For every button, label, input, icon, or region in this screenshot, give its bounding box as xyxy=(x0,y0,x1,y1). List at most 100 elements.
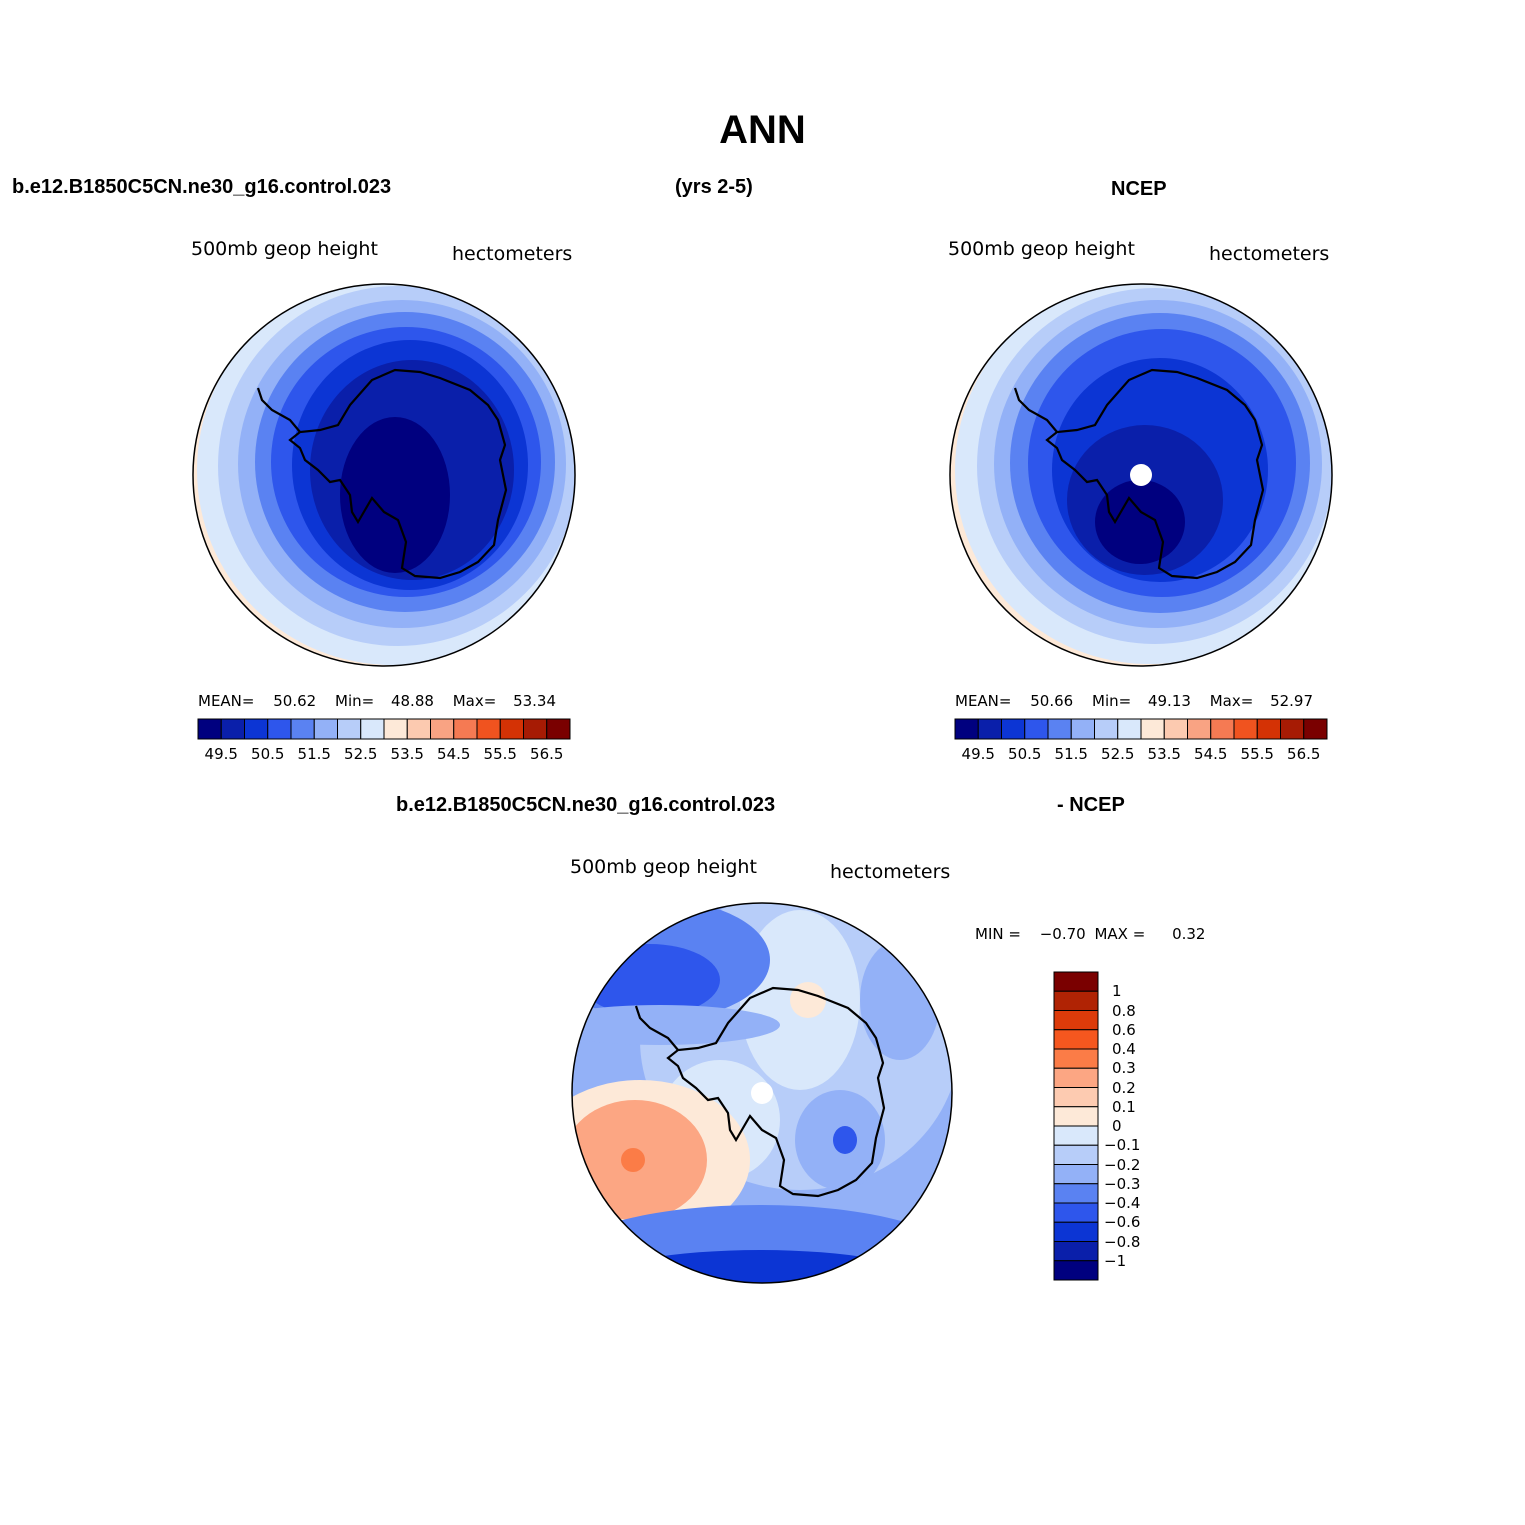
model-colorbar-box xyxy=(523,718,548,740)
diff-colorbar-box xyxy=(1053,1010,1099,1031)
diff-colorbar-box xyxy=(1053,1260,1099,1281)
obs-colorbar-box xyxy=(1047,718,1072,740)
model-mean-label: MEAN= xyxy=(198,692,255,710)
model-colorbar-ticks: 49.5 50.5 51.5 52.5 53.5 54.5 55.5 56.5 xyxy=(198,745,570,765)
obs-min-label: Min= xyxy=(1092,692,1132,710)
diff-colorbar-tick-label: 0.6 xyxy=(1112,1020,1136,1039)
obs-stats: MEAN= 50.66 Min= 49.13 Max= 52.97 xyxy=(955,692,1313,710)
diff-variable-label: 500mb geop height xyxy=(570,856,757,878)
obs-colorbar-ticks: 49.5 50.5 51.5 52.5 53.5 54.5 55.5 56.5 xyxy=(955,745,1327,765)
model-colorbar-box xyxy=(406,718,431,740)
diff-colorbar-tick-label: 0 xyxy=(1112,1117,1122,1135)
obs-colorbar xyxy=(954,718,1328,740)
model-colorbar-box xyxy=(453,718,478,740)
model-colorbar-box xyxy=(337,718,362,740)
obs-colorbar-tick-label: 56.5 xyxy=(1287,745,1321,763)
diff-colorbar-tick-label: −0.1 xyxy=(1104,1136,1141,1155)
obs-name-header: NCEP xyxy=(1111,178,1167,200)
diff-colorbar-box xyxy=(1053,1183,1099,1204)
obs-units-label: hectometers xyxy=(1209,243,1330,265)
model-colorbar-tick-label: 53.5 xyxy=(390,745,424,763)
model-colorbar-box xyxy=(476,718,501,740)
obs-colorbar-box xyxy=(1163,718,1188,740)
model-colorbar-box xyxy=(430,718,455,740)
model-colorbar-box xyxy=(244,718,269,740)
obs-colorbar-box xyxy=(1280,718,1305,740)
obs-colorbar-tick-label: 54.5 xyxy=(1194,745,1228,763)
diff-colorbar-box xyxy=(1053,1087,1099,1108)
obs-colorbar-box xyxy=(1256,718,1281,740)
obs-mean-value: 50.66 xyxy=(1030,692,1074,710)
model-mean-value: 50.62 xyxy=(273,692,317,710)
diff-colorbar-box xyxy=(1053,1048,1099,1069)
diff-colorbar-box xyxy=(1053,1125,1099,1146)
diff-min-label: MIN = xyxy=(975,925,1021,943)
model-colorbar-box xyxy=(360,718,385,740)
obs-colorbar-box xyxy=(1140,718,1165,740)
diff-units-label: hectometers xyxy=(830,861,951,883)
obs-colorbar-box xyxy=(1117,718,1142,740)
diff-colorbar-tick-label: 0.3 xyxy=(1112,1059,1136,1078)
obs-colorbar-box xyxy=(1070,718,1095,740)
model-colorbar-tick-label: 50.5 xyxy=(251,745,285,763)
diff-colorbar-tick-label: 0.8 xyxy=(1112,1001,1136,1020)
obs-colorbar-box xyxy=(954,718,979,740)
diff-colorbar-tick-label: −0.2 xyxy=(1104,1155,1141,1174)
diff-case-header: b.e12.B1850C5CN.ne30_g16.control.023 xyxy=(396,794,776,816)
model-colorbar-box xyxy=(267,718,292,740)
diff-obs-header: - NCEP xyxy=(1057,794,1125,816)
diff-colorbar-box xyxy=(1053,1221,1099,1242)
diff-colorbar-box xyxy=(1053,1202,1099,1223)
model-colorbar-box xyxy=(546,718,571,740)
diff-colorbar-box xyxy=(1053,1029,1099,1050)
diff-colorbar-box xyxy=(1053,1164,1099,1185)
model-colorbar-box xyxy=(220,718,245,740)
diff-colorbar-tick-label: 0.1 xyxy=(1112,1097,1136,1116)
obs-variable-label: 500mb geop height xyxy=(948,238,1135,260)
model-colorbar-tick-label: 54.5 xyxy=(437,745,471,763)
obs-colorbar-tick-label: 51.5 xyxy=(1054,745,1088,763)
diff-max-label: MAX = xyxy=(1094,925,1146,943)
diff-colorbar-box xyxy=(1053,1144,1099,1165)
diff-min-value: −0.70 xyxy=(1039,925,1086,943)
obs-mean-label: MEAN= xyxy=(955,692,1012,710)
diff-colorbar-tick-label: 0.4 xyxy=(1112,1040,1136,1058)
model-colorbar-tick-label: 55.5 xyxy=(483,745,517,763)
diff-colorbar-tick-label: −0.3 xyxy=(1104,1174,1141,1193)
obs-colorbar-box xyxy=(1187,718,1212,740)
model-min-value: 48.88 xyxy=(390,692,434,710)
diff-colorbar-box xyxy=(1053,990,1099,1011)
model-stats: MEAN= 50.62 Min= 48.88 Max= 53.34 xyxy=(198,692,556,710)
model-min-label: Min= xyxy=(335,692,375,710)
diff-colorbar-box xyxy=(1053,1067,1099,1088)
diff-colorbar-box xyxy=(1053,1106,1099,1127)
obs-colorbar-box xyxy=(1001,718,1026,740)
model-colorbar-tick-label: 51.5 xyxy=(297,745,331,763)
case-name-header: b.e12.B1850C5CN.ne30_g16.control.023 xyxy=(12,176,392,198)
model-colorbar xyxy=(197,718,571,740)
years-header: (yrs 2-5) xyxy=(675,176,753,198)
obs-colorbar-tick-label: 53.5 xyxy=(1147,745,1181,763)
model-colorbar-box xyxy=(197,718,222,740)
obs-colorbar-box xyxy=(1094,718,1119,740)
obs-colorbar-tick-label: 55.5 xyxy=(1240,745,1274,763)
diff-colorbar-box xyxy=(1053,971,1099,992)
model-max-value: 53.34 xyxy=(513,692,557,710)
diff-colorbar-tick-label: −1 xyxy=(1104,1251,1127,1270)
obs-colorbar-tick-label: 52.5 xyxy=(1101,745,1135,763)
model-colorbar-tick-label: 49.5 xyxy=(204,745,238,763)
obs-max-value: 52.97 xyxy=(1270,692,1314,710)
diff-colorbar-tick-label: 1 xyxy=(1112,982,1122,1001)
diff-colorbar-ticks: 1 0.8 0.6 0.4 0.3 0.2 0.1 0 −0.1 −0.2 −0.3 −0.4 −0.6… xyxy=(1104,972,1164,1280)
diff-max-value: 0.32 xyxy=(1172,925,1206,943)
diff-colorbar-tick-label: −0.6 xyxy=(1104,1213,1141,1232)
model-variable-label: 500mb geop height xyxy=(191,238,378,260)
model-colorbar-box xyxy=(313,718,338,740)
obs-colorbar-box xyxy=(1303,718,1328,740)
model-units-label: hectometers xyxy=(452,243,573,265)
obs-colorbar-tick-label: 49.5 xyxy=(961,745,995,763)
obs-colorbar-box xyxy=(1210,718,1235,740)
